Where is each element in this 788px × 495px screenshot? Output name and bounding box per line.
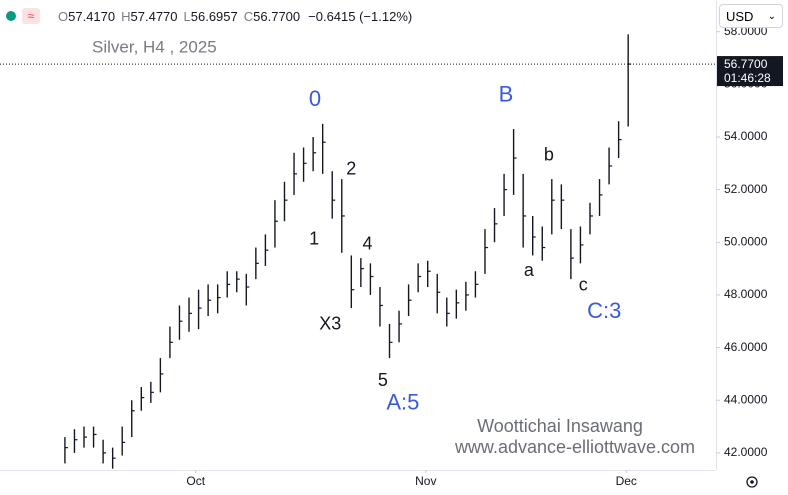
y-tick-label: 54.0000 — [724, 129, 768, 143]
ohlc-value: 56.7700 — [253, 8, 301, 24]
currency-select[interactable]: USD ⌄ — [719, 4, 783, 28]
currency: USD — [726, 8, 754, 24]
y-tick-label: 46.0000 — [724, 340, 768, 354]
badge: ≈ — [22, 8, 40, 24]
wave-label: b — [544, 145, 554, 165]
wave-label: B — [499, 82, 514, 107]
wave-label: 4 — [363, 234, 373, 254]
y-tick-label: 50.0000 — [724, 234, 768, 248]
y-tick-label: 52.0000 — [724, 182, 768, 196]
ohlc-key: C — [243, 8, 254, 24]
countdown: 01:46:28 — [724, 71, 771, 85]
ohlc-key: O — [58, 8, 69, 24]
wave-label: c — [579, 275, 588, 295]
last-price-label: 56.7700 — [724, 57, 768, 71]
legend-header: ≈ O 57.4170 H 57.4770 L 56.6957 C 56.7700 −0.641… — [0, 0, 716, 32]
ohlc-value: 56.6957 — [190, 8, 238, 24]
status-dot — [6, 11, 16, 21]
y-tick-label: 48.0000 — [724, 287, 768, 301]
chevron: ⌄ — [767, 10, 776, 22]
chart-title: Silver, H4 , 2025 — [92, 37, 217, 56]
wave-label: A:5 — [386, 390, 419, 415]
wave-label: C:3 — [587, 298, 621, 323]
settings-icon[interactable] — [746, 476, 758, 488]
ohlc-value: 57.4770 — [130, 8, 178, 24]
ohlc-value: 57.4170 — [68, 8, 116, 24]
wave-label: 2 — [346, 159, 356, 179]
watermark: www.advance-elliottwave.com — [454, 437, 695, 457]
x-tick-label: Nov — [415, 474, 436, 488]
wave-label: a — [524, 260, 535, 280]
y-tick-label: 44.0000 — [724, 392, 768, 406]
bars — [64, 34, 632, 469]
x-tick-label: Dec — [616, 474, 637, 488]
y-tick-label: 42.0000 — [724, 445, 768, 459]
last-price-box — [717, 56, 783, 87]
wave-label: 5 — [378, 370, 388, 390]
wave-label: 1 — [309, 228, 319, 248]
wave-label: 0 — [309, 86, 321, 111]
ohlc-key: L — [183, 8, 191, 24]
wave-label: X3 — [319, 314, 341, 334]
ohlc-key: H — [121, 8, 131, 24]
watermark: Woottichai Insawang — [477, 416, 643, 436]
change: −0.6415 (−1.12%) — [308, 8, 413, 24]
x-tick-label: Oct — [186, 474, 205, 488]
